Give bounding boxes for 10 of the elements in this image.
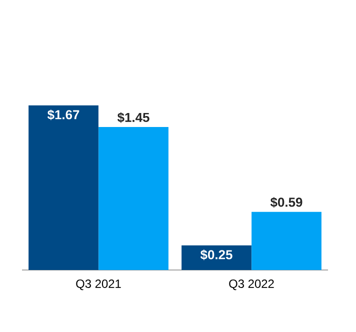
data-label: $0.59 — [270, 197, 302, 208]
data-label: $1.45 — [117, 112, 150, 123]
x-tick-label: Q3 2022 — [229, 280, 274, 290]
bar — [182, 245, 252, 270]
bar — [252, 212, 322, 270]
bar — [98, 127, 168, 270]
data-label: $0.25 — [200, 250, 232, 260]
x-tick-label: Q3 2021 — [76, 280, 121, 290]
bar — [28, 105, 98, 270]
data-label: $1.67 — [47, 110, 80, 120]
